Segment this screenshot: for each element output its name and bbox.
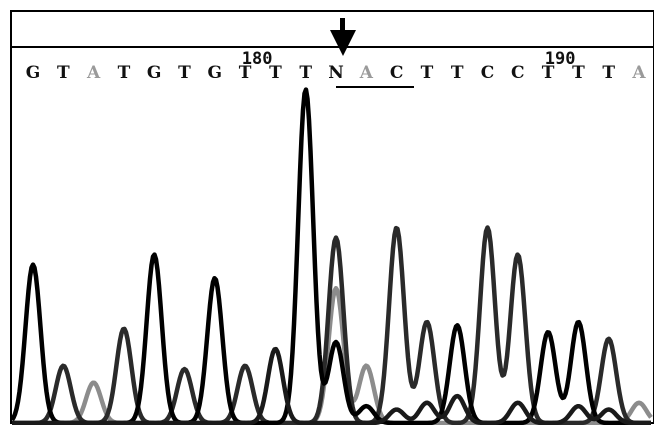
mutation-arrow-icon [330,18,356,56]
base-call-17: T [542,63,555,83]
base-call-8: T [269,63,282,83]
base-call-10: N [328,63,344,83]
base-call-1: T [57,63,70,83]
base-call-4: G [147,63,162,83]
base-call-5: T [178,63,191,83]
base-call-11: A [359,63,374,83]
base-call-0: G [26,63,41,83]
base-call-19: T [602,63,615,83]
base-call-18: T [572,63,585,83]
base-call-6: G [208,63,223,83]
base-call-20: A [631,63,646,83]
base-call-16: C [511,63,525,83]
position-label-190: 190 [545,49,576,69]
base-call-13: T [421,63,434,83]
base-call-7: T [239,63,252,83]
base-call-14: T [451,63,464,83]
base-call-15: C [481,63,495,83]
position-labels: 180 190 [242,49,576,69]
trace-T [11,346,652,425]
trace-lines [10,87,653,425]
base-call-3: T [118,63,131,83]
base-call-2: A [86,63,101,83]
base-call-12: C [390,63,404,83]
base-call-9: T [299,63,312,83]
position-label-180: 180 [242,49,273,69]
